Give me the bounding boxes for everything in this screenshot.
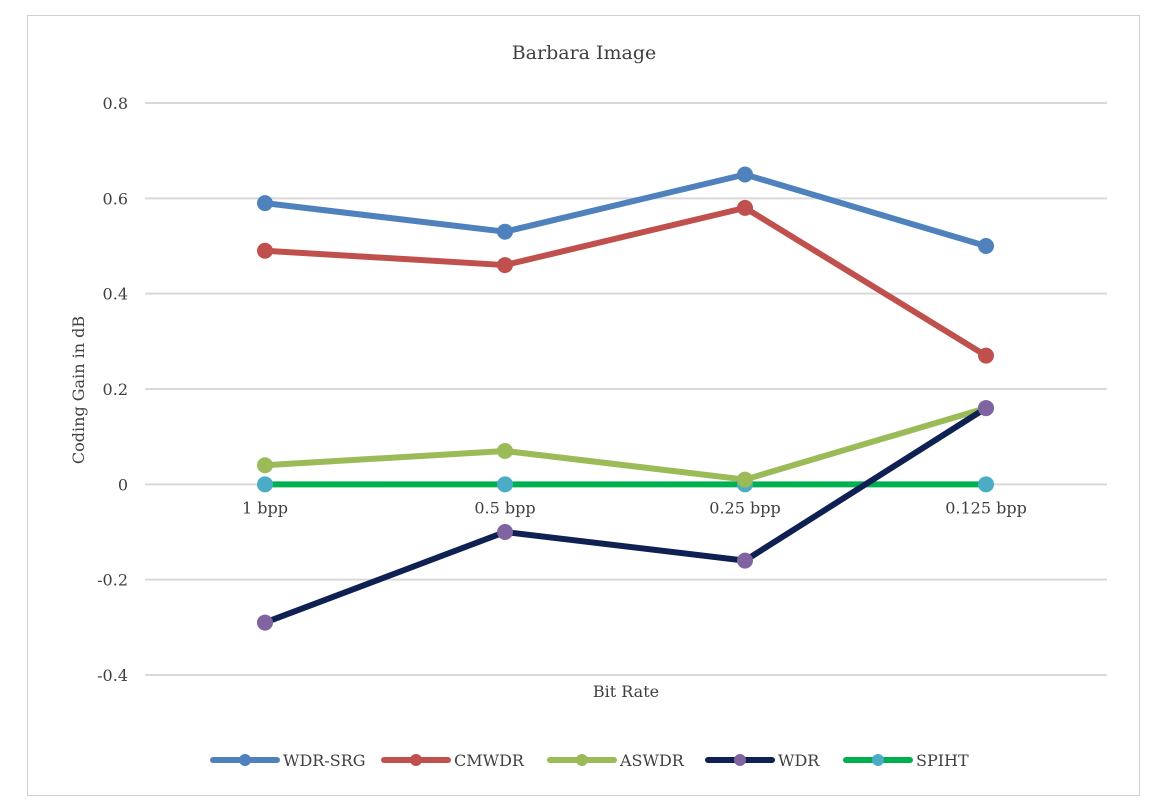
data-point-wdr [497,524,513,540]
gridlines [145,102,1107,676]
series-line-cmwdr [262,204,989,359]
legend-marker-wdr-srg [239,754,251,766]
data-point-wdr-srg [737,166,753,183]
chart-frame [27,15,1140,796]
legend-label: CMWDR [454,751,525,770]
legend-marker-aswdr [576,754,588,766]
data-point-wdr [737,552,753,569]
legend-label: WDR [778,751,820,770]
legend-label: WDR-SRG [283,751,366,770]
chart-title: Barbara Image [512,42,657,64]
legend-label: SPIHT [916,751,969,770]
legend-marker-wdr [734,754,746,766]
data-point-spiht [497,476,513,493]
y-tick-label: -0.4 [97,666,128,685]
data-point-aswdr [257,457,273,474]
data-point-cmwdr [978,347,994,364]
x-axis-label: Bit Rate [593,682,659,701]
y-tick-labels: 0.8 0.6 0.4 0.2 0 -0.2 -0.4 [97,94,128,685]
data-point-wdr-srg [497,223,513,240]
legend-marker-spiht [872,754,884,766]
x-tick-label: 0.125 bpp [945,498,1027,517]
data-point-aswdr [737,471,753,488]
y-tick-label: -0.2 [97,571,128,590]
x-tick-label: 0.25 bpp [709,498,780,517]
data-point-cmwdr [497,257,513,274]
data-point-wdr-srg [257,195,273,212]
series-line-wdr-srg [262,171,989,249]
x-tick-label: 1 bpp [242,498,288,517]
y-axis-label: Coding Gain in dB [69,316,88,464]
y-tick-label: 0 [118,475,128,494]
data-point-spiht [978,476,994,493]
data-point-spiht [257,476,273,493]
y-tick-label: 0.8 [103,94,128,113]
series-line-wdr [262,405,989,626]
x-tick-label: 0.5 bpp [474,498,535,517]
series-group [257,166,994,631]
y-tick-label: 0.2 [103,380,128,399]
data-point-wdr-srg [978,238,994,254]
data-point-cmwdr [737,199,753,216]
legend-label: ASWDR [619,751,685,770]
data-point-cmwdr [257,242,273,259]
series-line-aswdr [262,405,989,483]
legend: WDR-SRG CMWDR ASWDR WDR SPIHT [210,751,969,770]
x-tick-labels: 1 bpp 0.5 bpp 0.25 bpp 0.125 bpp [242,498,1027,517]
data-point-wdr [257,614,273,631]
y-tick-label: 0.4 [103,285,128,304]
data-point-wdr [978,400,994,417]
legend-marker-cmwdr [410,754,422,766]
data-point-aswdr [497,442,513,459]
y-tick-label: 0.6 [103,189,128,208]
